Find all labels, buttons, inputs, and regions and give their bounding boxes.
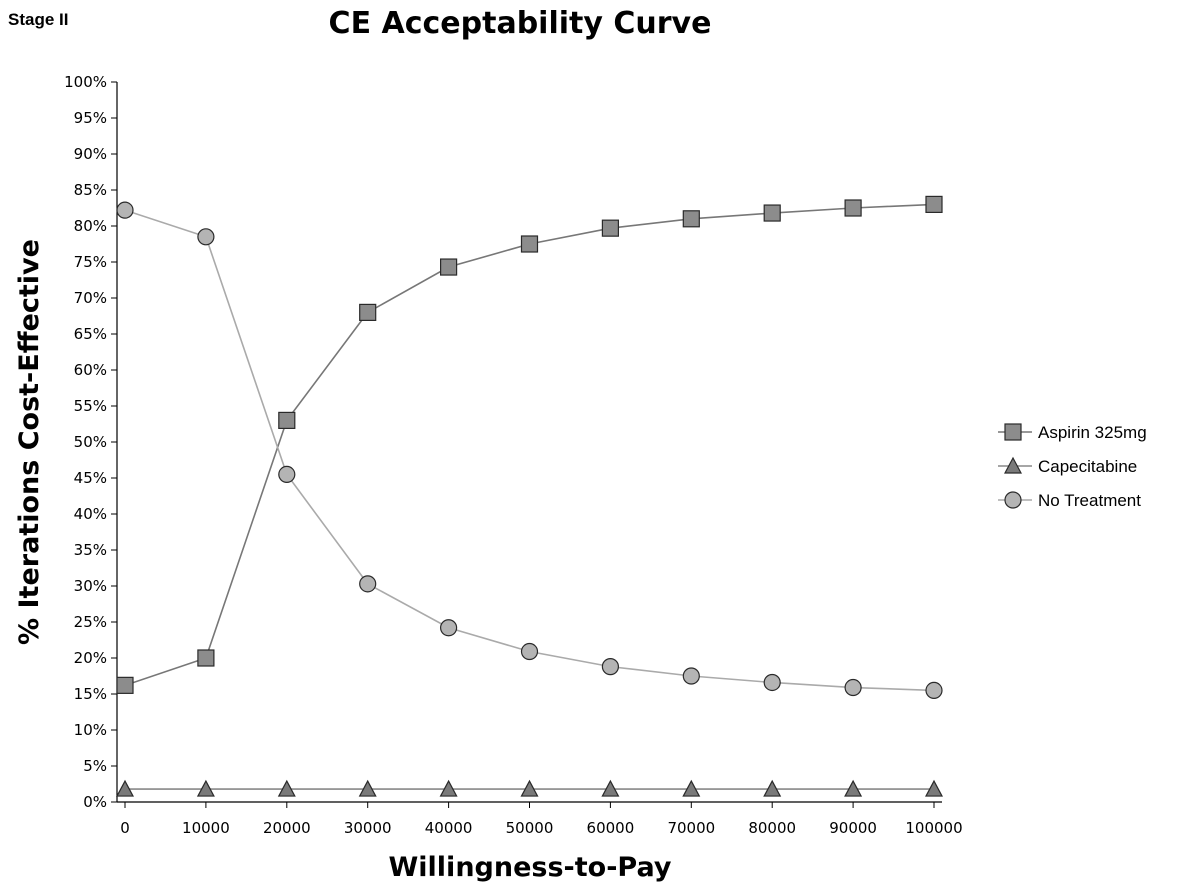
capecitabine-point (196, 779, 215, 797)
capecitabine-point (439, 779, 458, 797)
y-tick-label: 75% (74, 253, 107, 271)
legend-label-capecitabine: Capecitabine (1038, 457, 1137, 476)
y-tick-label: 100% (64, 73, 107, 91)
no-treatment-line (124, 209, 935, 692)
capecitabine-point (601, 779, 620, 797)
no-treatment-point (116, 201, 134, 219)
y-tick-label: 50% (74, 433, 107, 451)
aspirin-point (116, 676, 134, 694)
capecitabine-point (844, 779, 863, 797)
legend-item-aspirin: Aspirin 325mg (998, 423, 1147, 442)
no-treatment-point (844, 678, 862, 697)
legend-item-no-treatment: No Treatment (998, 491, 1141, 510)
aspirin-line (124, 203, 935, 687)
capecitabine-point (763, 779, 782, 797)
no-treatment-point (682, 667, 700, 685)
series-no-treatment (116, 201, 943, 700)
aspirin-point (520, 235, 539, 253)
no-treatment-point (925, 681, 943, 700)
no-treatment-point (278, 465, 296, 483)
y-axis-title: % Iterations Cost-Effective (14, 239, 45, 645)
y-tick-label: 95% (74, 109, 107, 127)
no-treatment-point (763, 673, 781, 692)
y-tick-label: 60% (74, 361, 107, 379)
legend-item-capecitabine: Capecitabine (998, 456, 1137, 476)
y-tick-label: 90% (74, 145, 107, 163)
no-treatment-point (440, 619, 458, 637)
no-treatment-point (601, 658, 620, 676)
x-tick-label: 90000 (829, 819, 877, 837)
capecitabine-point (277, 779, 296, 797)
chart-title: CE Acceptability Curve (328, 6, 712, 41)
x-tick-label: 70000 (667, 819, 715, 837)
y-tick-label: 0% (83, 793, 107, 811)
x-tick-label: 0 (120, 819, 130, 837)
aspirin-point (440, 258, 458, 276)
y-tick-label: 40% (74, 505, 107, 523)
no-treatment-point (520, 642, 539, 661)
x-tick-label: 20000 (263, 819, 311, 837)
aspirin-point (682, 210, 700, 228)
legend-swatch-marker (1004, 491, 1022, 509)
series-capecitabine (116, 779, 943, 797)
capecitabine-point (116, 779, 134, 797)
x-axis-title: Willingness-to-Pay (389, 852, 672, 883)
legend-label-no-treatment: No Treatment (1038, 491, 1141, 510)
x-tick-label: 40000 (425, 819, 473, 837)
legend: Aspirin 325mg Capecitabine No Treatment (998, 423, 1147, 510)
y-tick-label: 25% (74, 613, 107, 631)
legend-label-aspirin: Aspirin 325mg (1038, 423, 1147, 442)
y-tick-label: 65% (74, 325, 107, 343)
x-tick-label: 60000 (587, 819, 635, 837)
aspirin-point (763, 204, 781, 222)
x-tick-label: 50000 (506, 819, 554, 837)
capecitabine-point (925, 779, 943, 797)
no-treatment-point (359, 575, 377, 593)
capecitabine-point (682, 779, 701, 797)
y-tick-label: 30% (74, 577, 107, 595)
x-tick-label: 100000 (905, 819, 962, 837)
aspirin-point (197, 649, 215, 667)
y-tick-label: 45% (74, 469, 107, 487)
series-layer (116, 195, 943, 797)
aspirin-point (601, 219, 620, 237)
y-tick-label: 10% (74, 721, 107, 739)
x-tick-label: 30000 (344, 819, 392, 837)
series-aspirin (116, 195, 943, 694)
aspirin-point (278, 411, 296, 429)
legend-swatch-marker (1004, 423, 1022, 441)
x-tick-label: 80000 (748, 819, 796, 837)
stage-label: Stage II (8, 10, 69, 29)
no-treatment-point (197, 228, 215, 246)
legend-swatch-marker (1004, 456, 1022, 474)
y-tick-label: 35% (74, 541, 107, 559)
axes: 0% 5% 10% 15% 20% 25% 30% 35% 40% 45% 50% 55% 60% 65%… (64, 73, 963, 837)
y-tick-label: 55% (74, 397, 107, 415)
y-tick-label: 85% (74, 181, 107, 199)
y-tick-label: 15% (74, 685, 107, 703)
y-tick-label: 70% (74, 289, 107, 307)
capecitabine-point (520, 779, 539, 797)
y-tick-label: 80% (74, 217, 107, 235)
capecitabine-point (358, 779, 377, 797)
y-tick-label: 20% (74, 649, 107, 667)
x-tick-label: 10000 (182, 819, 230, 837)
aspirin-point (359, 303, 377, 321)
aspirin-point (844, 199, 862, 217)
y-tick-label: 5% (83, 757, 107, 775)
aspirin-point (925, 195, 943, 213)
